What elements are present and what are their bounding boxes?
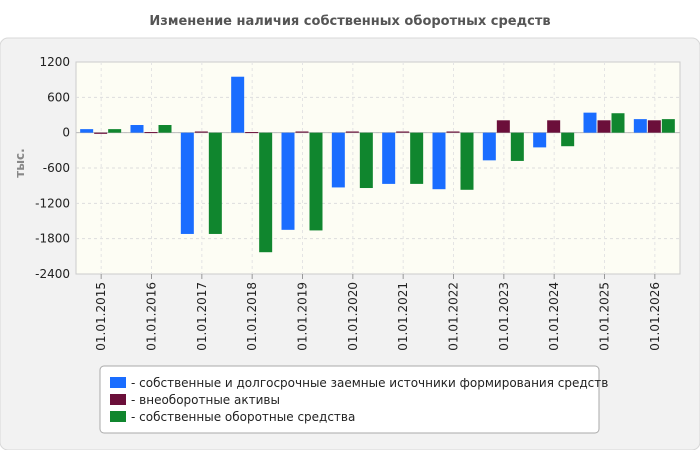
bar — [144, 132, 158, 134]
y-axis: 1200 600 0 -600 -1200 -1800 -2400 — [35, 55, 70, 281]
bar — [611, 113, 625, 133]
bar — [410, 132, 424, 184]
x-tick-label: 01.01.2022 — [447, 282, 461, 351]
x-tick-label: 01.01.2025 — [598, 282, 612, 351]
bar — [259, 132, 273, 253]
bar — [496, 120, 510, 133]
bar — [561, 132, 575, 147]
x-tick-label: 01.01.2017 — [195, 282, 209, 351]
legend-swatch — [110, 411, 126, 422]
bar — [661, 119, 675, 133]
y-axis-label: тыс. — [13, 148, 27, 177]
bar — [231, 76, 245, 133]
bar — [345, 131, 359, 133]
bar — [510, 132, 524, 161]
y-tick-label: -2400 — [35, 267, 70, 281]
bar — [245, 132, 259, 134]
grid — [76, 62, 680, 274]
bars — [80, 76, 675, 253]
legend-label: - собственные и долгосрочные заемные ист… — [131, 376, 608, 390]
bar — [647, 120, 661, 133]
y-tick-label: 1200 — [39, 55, 70, 69]
legend-label: - собственные оборотные средства — [131, 410, 355, 424]
bar — [446, 131, 460, 133]
bar — [80, 129, 94, 133]
x-tick-label: 01.01.2019 — [296, 282, 310, 351]
x-tick-label: 01.01.2021 — [396, 282, 410, 351]
x-tick-label: 01.01.2023 — [497, 282, 511, 351]
y-tick-label: -600 — [43, 161, 70, 175]
x-tick-label: 01.01.2020 — [346, 282, 360, 351]
bar — [432, 132, 446, 190]
bar — [281, 132, 295, 230]
x-tick-label: 01.01.2015 — [94, 282, 108, 351]
bar — [547, 120, 561, 133]
y-tick-label: 600 — [47, 90, 70, 104]
y-tick-label: 0 — [62, 126, 70, 140]
bar — [208, 132, 222, 234]
bar — [359, 132, 373, 189]
bar — [180, 132, 194, 234]
bar — [482, 132, 496, 161]
bar — [396, 131, 410, 133]
x-tick-label: 01.01.2026 — [648, 282, 662, 351]
bar — [108, 129, 122, 133]
legend — [99, 365, 600, 434]
chart-title: Изменение наличия собственных оборотных … — [149, 14, 550, 29]
y-tick-label: -1200 — [35, 196, 70, 210]
y-tick-label: -1800 — [35, 232, 70, 246]
bar — [460, 132, 474, 190]
bar — [583, 112, 597, 133]
bar — [597, 120, 611, 133]
bar — [331, 132, 345, 188]
bar — [633, 119, 647, 133]
bar — [194, 131, 208, 133]
bar — [295, 131, 309, 133]
legend-label: - внеоборотные активы — [131, 393, 280, 407]
bar — [130, 125, 144, 133]
bar — [309, 132, 323, 231]
bar — [94, 132, 108, 134]
x-tick-label: 01.01.2024 — [547, 282, 561, 351]
bar — [382, 132, 396, 184]
x-tick-label: 01.01.2018 — [245, 282, 259, 351]
legend-items: - собственные и долгосрочные заемные ист… — [110, 376, 608, 424]
x-axis: 01.01.2015 01.01.2016 01.01.2017 01.01.2018… — [94, 274, 662, 351]
legend-swatch — [110, 394, 126, 405]
legend-swatch — [110, 377, 126, 388]
bar — [533, 132, 547, 148]
x-tick-label: 01.01.2016 — [145, 282, 159, 351]
bar — [158, 125, 172, 133]
